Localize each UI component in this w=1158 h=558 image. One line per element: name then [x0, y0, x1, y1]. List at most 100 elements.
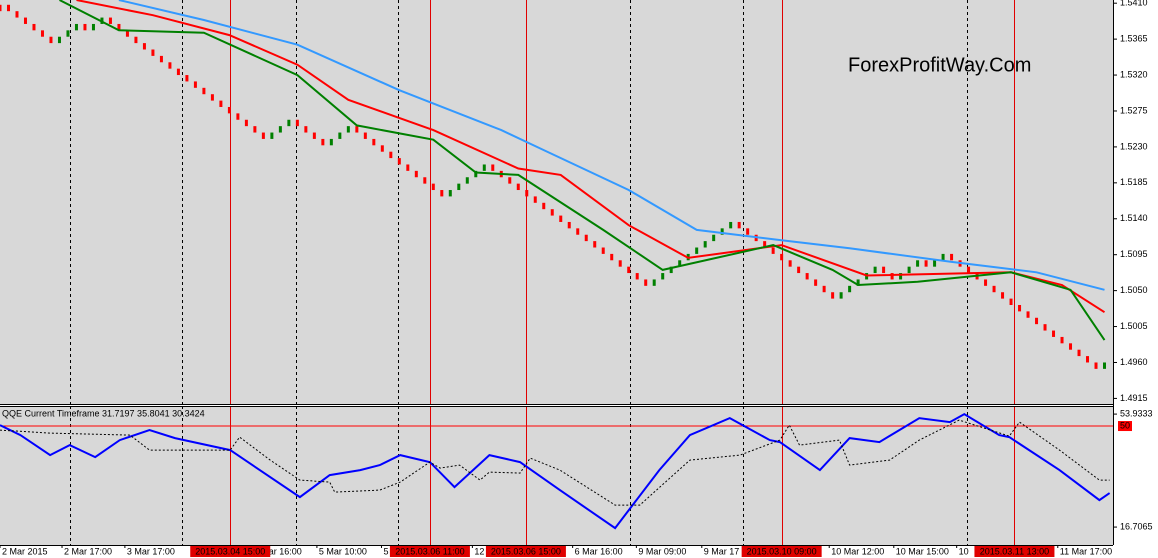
renko-brick — [491, 164, 495, 171]
renko-brick — [278, 126, 282, 133]
renko-brick — [142, 43, 146, 50]
marker-label: 2015.03.06 15:00 — [491, 546, 561, 556]
renko-brick — [593, 241, 597, 248]
x-tick-label: 5 — [383, 546, 388, 556]
indicator-plot — [0, 406, 1113, 545]
renko-brick — [253, 126, 257, 133]
renko-brick — [669, 266, 673, 274]
renko-brick — [1043, 324, 1047, 331]
indicator-line — [0, 419, 1110, 506]
y-tick-label: 1.5230 — [1120, 141, 1148, 151]
renko-brick — [1009, 298, 1013, 305]
renko-brick — [287, 119, 291, 127]
renko-brick — [797, 266, 801, 274]
marker-label: 2015.03.10 09:00 — [747, 546, 817, 556]
x-tick-label: 3 Mar 17:00 — [127, 546, 175, 556]
renko-brick — [448, 190, 452, 197]
renko-brick — [950, 253, 954, 261]
x-tick-label: 6 Mar 16:00 — [575, 546, 623, 556]
renko-brick — [644, 279, 648, 286]
renko-brick — [873, 266, 877, 274]
renko-brick — [57, 36, 61, 44]
renko-brick — [882, 266, 886, 274]
renko-brick — [729, 221, 733, 229]
renko-brick — [1035, 317, 1039, 325]
renko-brick — [771, 247, 775, 254]
marker-badge — [741, 546, 822, 557]
moving-average — [59, 0, 1106, 341]
renko-brick — [83, 23, 87, 31]
renko-brick — [941, 253, 945, 261]
renko-brick — [40, 30, 44, 37]
renko-brick — [1052, 330, 1056, 337]
renko-brick — [652, 279, 656, 286]
x-tick-label: 2 Mar 17:00 — [64, 546, 112, 556]
marker-label: 2015.03.11 13:00 — [980, 546, 1049, 556]
renko-brick — [219, 100, 223, 107]
x-tick-label: 10 Mar 12:00 — [831, 546, 884, 556]
renko-brick — [933, 260, 937, 267]
renko-brick — [1103, 362, 1107, 369]
renko-brick — [525, 190, 529, 197]
renko-brick — [74, 23, 78, 31]
x-tick-label: 9 Mar 17 — [704, 546, 740, 556]
renko-brick — [814, 279, 818, 286]
renko-brick — [270, 132, 274, 139]
renko-brick — [839, 292, 843, 299]
renko-brick — [168, 62, 172, 69]
renko-brick — [32, 23, 36, 31]
renko-brick — [66, 30, 70, 37]
y-tick-label: 1.5410 — [1120, 0, 1148, 8]
level-badge — [1118, 421, 1132, 432]
y-tick-label: 1.5185 — [1120, 177, 1148, 187]
y-tick-label: 1.5320 — [1120, 69, 1148, 79]
renko-brick — [618, 260, 622, 267]
renko-brick — [261, 132, 265, 139]
marker-label: 2015.03.04 15:00 — [195, 546, 265, 556]
renko-brick — [567, 221, 571, 229]
renko-brick — [0, 4, 2, 12]
renko-brick — [601, 247, 605, 254]
renko-brick — [6, 4, 10, 12]
x-tick-label: 10 — [959, 546, 969, 556]
renko-brick — [193, 81, 197, 88]
renko-brick — [397, 158, 401, 165]
renko-brick — [1094, 362, 1098, 369]
x-tick-label: 5 Mar 10:00 — [319, 546, 367, 556]
renko-brick — [916, 260, 920, 267]
renko-brick — [389, 151, 393, 159]
moving-average — [118, 0, 1105, 291]
renko-brick — [737, 221, 741, 229]
renko-brick — [457, 183, 461, 191]
moving-average — [76, 0, 1106, 314]
renko-brick — [423, 177, 427, 184]
renko-brick — [202, 87, 206, 95]
price-pane — [0, 0, 1113, 404]
y-tick-label: 1.5365 — [1120, 33, 1148, 43]
renko-brick — [295, 119, 299, 127]
renko-brick — [907, 266, 911, 274]
renko-brick — [805, 273, 809, 280]
renko-brick — [703, 241, 707, 248]
renko-brick — [227, 106, 231, 114]
renko-brick — [329, 138, 333, 146]
watermark: ForexProfitWay.Com — [848, 54, 1031, 76]
renko-brick — [780, 253, 784, 261]
renko-brick — [695, 247, 699, 254]
indicator-label: QQE Current Timeframe 31.7197 35.8041 30… — [2, 408, 205, 418]
renko-brick — [474, 170, 478, 178]
renko-brick — [763, 241, 767, 248]
renko-brick — [924, 260, 928, 267]
renko-brick — [23, 17, 27, 24]
renko-brick — [91, 23, 95, 31]
indicator-pane — [0, 406, 1113, 545]
y-tick-label: 1.5275 — [1120, 105, 1148, 115]
renko-brick — [380, 145, 384, 152]
renko-brick — [406, 164, 410, 171]
renko-brick — [312, 132, 316, 139]
renko-brick — [134, 36, 138, 44]
marker-badge — [389, 546, 470, 557]
renko-brick — [550, 209, 554, 216]
renko-brick — [533, 196, 537, 203]
